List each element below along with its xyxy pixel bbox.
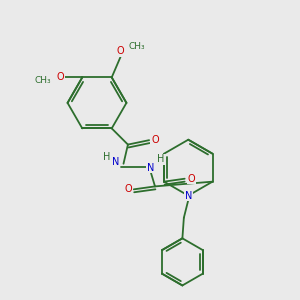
Text: CH₃: CH₃ [128, 42, 145, 51]
Text: H: H [157, 154, 165, 164]
Text: N: N [112, 157, 119, 167]
Text: H: H [103, 152, 110, 162]
Text: O: O [124, 184, 132, 194]
Text: N: N [184, 190, 192, 201]
Text: CH₃: CH₃ [34, 76, 51, 85]
Text: O: O [56, 72, 64, 82]
Text: O: O [151, 135, 159, 145]
Text: N: N [147, 163, 155, 172]
Text: O: O [187, 174, 195, 184]
Text: O: O [117, 46, 124, 56]
